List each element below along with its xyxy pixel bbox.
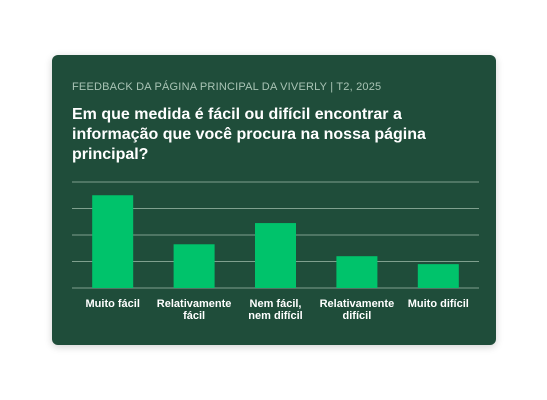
category-label-1: Muito fácil bbox=[86, 298, 140, 310]
bar-3 bbox=[255, 223, 296, 288]
bar-2 bbox=[173, 244, 215, 288]
category-label-5: Muito difícil bbox=[408, 298, 469, 310]
survey-card: FEEDBACK DA PÁGINA PRINCIPAL DA VIVERLY … bbox=[52, 55, 496, 345]
category-label-4: Relativamente difícil bbox=[320, 298, 395, 322]
bar-5 bbox=[417, 264, 459, 288]
bar-1 bbox=[92, 195, 134, 288]
category-label-3: Nem fácil, nem difícil bbox=[248, 298, 302, 322]
bar-4 bbox=[336, 256, 378, 288]
category-labels: Muito fácil Relativamente fácil Nem fácil, n… bbox=[86, 298, 469, 322]
bars bbox=[92, 195, 459, 288]
survey-question: Em que medida é fácil ou difícil encontr… bbox=[72, 106, 426, 163]
bar-chart: Muito fácil Relativamente fácil Nem fácil, n… bbox=[72, 181, 479, 322]
category-label-2: Relativamente fácil bbox=[157, 298, 232, 322]
survey-eyebrow: FEEDBACK DA PÁGINA PRINCIPAL DA VIVERLY … bbox=[72, 81, 382, 93]
